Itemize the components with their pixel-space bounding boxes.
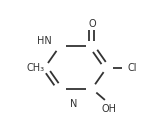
- Text: O: O: [88, 19, 96, 29]
- Text: HN: HN: [37, 36, 52, 46]
- Text: Cl: Cl: [128, 63, 137, 73]
- Text: OH: OH: [102, 104, 117, 114]
- Text: N: N: [70, 99, 77, 109]
- Text: CH₃: CH₃: [26, 63, 44, 73]
